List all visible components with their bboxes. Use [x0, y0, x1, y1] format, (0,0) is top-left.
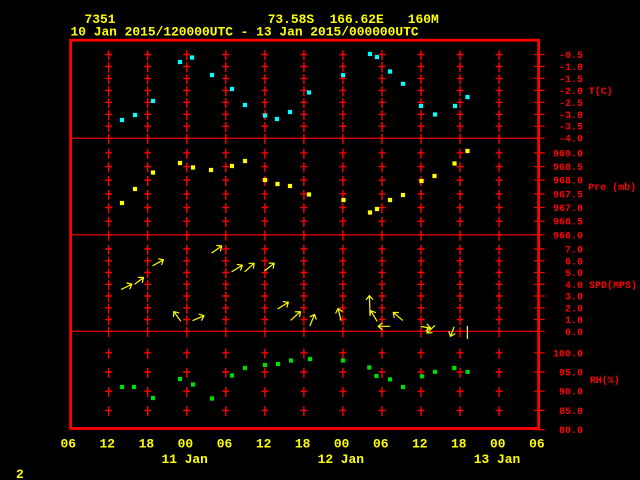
svg-text:RH(%): RH(%) [590, 375, 620, 387]
svg-text:-3.5: -3.5 [559, 123, 583, 134]
svg-text:06: 06 [61, 437, 77, 452]
svg-text:-2.5: -2.5 [559, 99, 583, 110]
svg-text:5.0: 5.0 [565, 269, 583, 280]
svg-text:966.5: 966.5 [553, 218, 583, 229]
svg-text:Pre (mb): Pre (mb) [588, 182, 636, 194]
svg-text:SPD(MPS): SPD(MPS) [589, 280, 637, 292]
svg-text:T(C): T(C) [589, 86, 613, 98]
svg-text:7.0: 7.0 [565, 246, 583, 257]
svg-text:73.58S 166.62E: 73.58S 166.62E [268, 12, 384, 27]
svg-text:-0.5: -0.5 [559, 51, 583, 62]
svg-text:968.0: 968.0 [553, 177, 583, 188]
svg-text:1.0: 1.0 [565, 316, 583, 327]
svg-text:-4.0: -4.0 [559, 135, 583, 146]
svg-text:-1.0: -1.0 [559, 63, 583, 74]
svg-text:967.5: 967.5 [553, 190, 583, 201]
svg-text:00: 00 [178, 437, 193, 452]
svg-text:967.0: 967.0 [553, 204, 583, 215]
svg-text:4.0: 4.0 [565, 281, 583, 292]
svg-text:-2.0: -2.0 [559, 87, 583, 98]
svg-text:18: 18 [295, 437, 311, 452]
svg-text:10 Jan 2015/120000UTC - 13 Jan: 10 Jan 2015/120000UTC - 13 Jan 2015/0000… [71, 25, 419, 40]
svg-text:969.0: 969.0 [553, 149, 583, 160]
svg-text:6.0: 6.0 [565, 257, 583, 268]
svg-text:12: 12 [412, 437, 427, 452]
svg-text:11 Jan: 11 Jan [161, 452, 207, 467]
svg-text:-1.5: -1.5 [559, 75, 583, 86]
svg-text:966.0: 966.0 [553, 231, 583, 242]
svg-text:100.0: 100.0 [553, 349, 583, 360]
svg-text:00: 00 [334, 437, 349, 452]
svg-text:06: 06 [217, 437, 233, 452]
svg-text:00: 00 [490, 437, 505, 452]
svg-text:85.0: 85.0 [559, 407, 583, 418]
svg-text:06: 06 [373, 437, 389, 452]
svg-text:12: 12 [256, 437, 271, 452]
svg-text:0.0: 0.0 [565, 328, 583, 339]
svg-text:968.5: 968.5 [553, 163, 583, 174]
svg-text:90.0: 90.0 [559, 388, 583, 399]
svg-text:-3.0: -3.0 [559, 111, 583, 122]
svg-text:13 Jan: 13 Jan [474, 452, 520, 467]
svg-text:95.0: 95.0 [559, 369, 583, 380]
svg-text:12: 12 [100, 437, 115, 452]
svg-text:18: 18 [451, 437, 467, 452]
svg-text:80.0: 80.0 [559, 426, 583, 437]
svg-text:160M: 160M [408, 12, 439, 27]
svg-text:18: 18 [139, 437, 155, 452]
svg-text:2: 2 [16, 467, 24, 480]
svg-text:7351: 7351 [85, 12, 116, 27]
svg-text:12 Jan: 12 Jan [318, 452, 364, 467]
svg-text:3.0: 3.0 [565, 293, 583, 304]
svg-text:06: 06 [529, 437, 545, 452]
svg-text:2.0: 2.0 [565, 304, 583, 315]
